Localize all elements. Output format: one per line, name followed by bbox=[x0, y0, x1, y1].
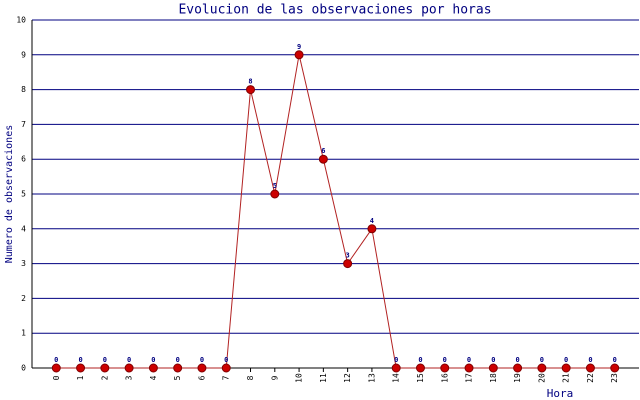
x-tick-label: 5 bbox=[173, 375, 182, 380]
data-point bbox=[294, 50, 304, 60]
data-point bbox=[585, 363, 595, 373]
x-tick-label: 10 bbox=[295, 373, 304, 383]
data-label: 0 bbox=[200, 356, 204, 364]
data-label: 0 bbox=[467, 356, 471, 364]
y-tick-label: 2 bbox=[21, 294, 26, 303]
y-tick-label: 8 bbox=[21, 85, 26, 94]
data-label: 0 bbox=[394, 356, 398, 364]
x-tick-label: 7 bbox=[222, 375, 231, 380]
y-tick-label: 9 bbox=[21, 50, 26, 59]
data-label: 6 bbox=[321, 147, 325, 155]
data-point bbox=[76, 363, 86, 373]
x-tick-label: 12 bbox=[343, 373, 352, 383]
x-tick-label: 17 bbox=[465, 373, 474, 383]
x-tick-label: 1 bbox=[76, 375, 85, 380]
y-tick-label: 6 bbox=[21, 155, 26, 164]
data-point bbox=[513, 363, 523, 373]
chart-title: Evolucion de las observaciones por horas bbox=[178, 3, 491, 18]
x-tick-label: 14 bbox=[392, 373, 401, 383]
data-label: 0 bbox=[443, 356, 447, 364]
data-label: 3 bbox=[346, 252, 350, 260]
x-tick-label: 4 bbox=[149, 375, 158, 380]
data-label: 0 bbox=[127, 356, 131, 364]
data-point bbox=[415, 363, 425, 373]
y-tick-label: 4 bbox=[21, 224, 26, 233]
data-point bbox=[343, 259, 353, 269]
y-tick-label: 0 bbox=[21, 364, 26, 373]
data-label: 0 bbox=[176, 356, 180, 364]
data-label: 4 bbox=[370, 217, 374, 225]
x-tick-label: 11 bbox=[319, 373, 328, 383]
x-tick-label: 20 bbox=[537, 373, 546, 383]
data-point bbox=[391, 363, 401, 373]
data-point bbox=[148, 363, 158, 373]
data-label: 0 bbox=[151, 356, 155, 364]
data-label: 0 bbox=[78, 356, 82, 364]
data-label: 8 bbox=[248, 78, 252, 86]
data-point bbox=[270, 189, 280, 199]
data-point bbox=[100, 363, 110, 373]
data-point bbox=[537, 363, 547, 373]
x-tick-label: 3 bbox=[125, 375, 134, 380]
x-tick-label: 6 bbox=[197, 375, 206, 380]
data-label: 0 bbox=[491, 356, 495, 364]
x-tick-label: 16 bbox=[440, 373, 449, 383]
data-point bbox=[124, 363, 134, 373]
data-label: 0 bbox=[224, 356, 228, 364]
data-point bbox=[246, 85, 256, 95]
x-tick-label: 22 bbox=[586, 373, 595, 383]
data-label: 0 bbox=[418, 356, 422, 364]
data-label: 5 bbox=[273, 182, 277, 190]
series-line bbox=[56, 54, 615, 369]
data-point bbox=[440, 363, 450, 373]
data-point bbox=[173, 363, 183, 373]
x-tick-label: 13 bbox=[367, 373, 376, 383]
y-tick-label: 1 bbox=[21, 329, 26, 338]
x-tick-label: 8 bbox=[246, 375, 255, 380]
x-tick-label: 9 bbox=[270, 375, 279, 380]
x-tick-label: 21 bbox=[562, 373, 571, 383]
data-point bbox=[221, 363, 231, 373]
x-tick-label: 18 bbox=[489, 373, 498, 383]
data-label: 0 bbox=[540, 356, 544, 364]
x-tick-label: 0 bbox=[52, 375, 61, 380]
data-label: 0 bbox=[515, 356, 519, 364]
x-tick-label: 19 bbox=[513, 373, 522, 383]
y-axis-label: Numero de observaciones bbox=[4, 125, 15, 263]
data-point bbox=[464, 363, 474, 373]
data-point bbox=[561, 363, 571, 373]
x-tick-label: 2 bbox=[100, 375, 109, 380]
y-tick-label: 3 bbox=[21, 259, 26, 268]
data-label: 0 bbox=[588, 356, 592, 364]
data-point bbox=[318, 154, 328, 164]
y-tick-label: 10 bbox=[16, 16, 26, 25]
x-tick-label: 23 bbox=[610, 373, 619, 383]
x-tick-label: 15 bbox=[416, 373, 425, 383]
data-label: 9 bbox=[297, 43, 301, 51]
data-point bbox=[51, 363, 61, 373]
data-point bbox=[488, 363, 498, 373]
data-label: 0 bbox=[564, 356, 568, 364]
data-point bbox=[197, 363, 207, 373]
data-label: 0 bbox=[54, 356, 58, 364]
y-tick-label: 5 bbox=[21, 190, 26, 199]
x-axis-label: Hora bbox=[547, 387, 574, 400]
data-label: 0 bbox=[613, 356, 617, 364]
data-label: 0 bbox=[103, 356, 107, 364]
data-point bbox=[367, 224, 377, 234]
y-tick-label: 7 bbox=[21, 120, 26, 129]
data-point bbox=[610, 363, 620, 373]
